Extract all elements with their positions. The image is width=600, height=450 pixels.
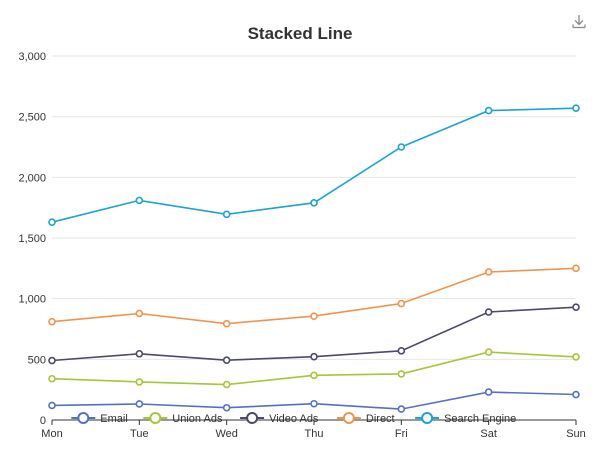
y-tick-label: 1,500 xyxy=(18,233,46,245)
data-point-direct[interactable] xyxy=(484,268,493,276)
data-point-search-engine[interactable] xyxy=(572,104,580,112)
data-point-email[interactable] xyxy=(397,405,406,413)
legend-marker-icon xyxy=(342,412,355,424)
series-direct xyxy=(48,264,580,328)
data-point-direct[interactable] xyxy=(135,309,144,318)
data-point-email[interactable] xyxy=(222,403,231,412)
series-lines xyxy=(48,104,580,413)
legend-label: Video Ads xyxy=(269,413,319,425)
legend-label: Search Engine xyxy=(444,413,516,425)
data-point-search-engine[interactable] xyxy=(48,218,56,227)
download-icon[interactable] xyxy=(572,15,586,29)
data-point-video-ads[interactable] xyxy=(572,303,580,311)
data-point-email[interactable] xyxy=(310,399,318,408)
data-point-direct[interactable] xyxy=(48,317,56,326)
legend-item-union-ads[interactable]: Union Ads xyxy=(143,412,223,425)
x-tick-label: Wed xyxy=(215,428,237,440)
legend-label: Email xyxy=(100,413,128,425)
chart-title: Stacked Line xyxy=(248,24,353,43)
legend-item-email[interactable]: Email xyxy=(71,412,128,425)
data-point-direct[interactable] xyxy=(222,319,231,328)
series-video-ads xyxy=(48,303,580,365)
data-point-email[interactable] xyxy=(135,400,144,408)
data-point-direct[interactable] xyxy=(572,264,580,273)
data-point-direct[interactable] xyxy=(310,312,318,320)
x-tick-label: Sat xyxy=(480,428,497,440)
data-point-union-ads[interactable] xyxy=(484,348,493,356)
legend-marker-icon xyxy=(77,412,90,424)
data-point-video-ads[interactable] xyxy=(222,356,231,364)
data-point-search-engine[interactable] xyxy=(397,143,406,151)
data-point-union-ads[interactable] xyxy=(222,380,231,389)
legend-marker-icon xyxy=(246,412,259,424)
data-point-search-engine[interactable] xyxy=(222,210,231,219)
series-email xyxy=(48,388,580,413)
y-tick-label: 500 xyxy=(28,354,46,366)
data-point-union-ads[interactable] xyxy=(48,374,56,383)
data-point-union-ads[interactable] xyxy=(310,371,318,380)
data-point-search-engine[interactable] xyxy=(310,199,318,207)
data-point-video-ads[interactable] xyxy=(484,308,493,316)
y-tick-label: 3,000 xyxy=(18,51,46,63)
data-point-video-ads[interactable] xyxy=(397,347,406,355)
series-search-engine xyxy=(48,104,580,227)
y-tick-label: 2,000 xyxy=(18,172,46,184)
data-point-video-ads[interactable] xyxy=(310,352,318,361)
legend-label: Direct xyxy=(366,413,395,425)
data-point-union-ads[interactable] xyxy=(572,353,580,361)
data-point-email[interactable] xyxy=(572,390,580,399)
data-point-video-ads[interactable] xyxy=(135,349,144,358)
data-point-direct[interactable] xyxy=(397,299,406,308)
y-axis-ticks: 0 500 1,000 1,500 2,000 2,500 3,000 xyxy=(18,51,46,427)
x-tick-label: Tue xyxy=(130,428,149,440)
legend-item-video-ads[interactable]: Video Ads xyxy=(240,412,319,425)
grid-lines xyxy=(52,55,576,360)
y-tick-label: 1,000 xyxy=(18,294,46,306)
x-tick-label: Thu xyxy=(305,428,324,440)
y-tick-label: 0 xyxy=(40,415,46,427)
series-union-ads xyxy=(48,348,580,389)
x-axis-ticks: Mon Tue Wed Thu Fri Sat Sun xyxy=(41,419,586,440)
x-tick-label: Sun xyxy=(566,428,586,440)
legend-item-search-engine[interactable]: Search Engine xyxy=(415,412,516,425)
legend-marker-icon xyxy=(149,412,162,424)
x-tick-label: Mon xyxy=(41,428,62,440)
data-point-union-ads[interactable] xyxy=(397,370,406,378)
data-point-union-ads[interactable] xyxy=(135,378,144,386)
y-tick-label: 2,500 xyxy=(18,112,46,124)
data-point-video-ads[interactable] xyxy=(48,356,56,365)
legend-marker-icon xyxy=(421,412,434,424)
data-point-email[interactable] xyxy=(484,388,493,396)
data-point-search-engine[interactable] xyxy=(484,106,493,115)
data-point-search-engine[interactable] xyxy=(135,196,144,205)
x-tick-label: Fri xyxy=(395,428,408,440)
data-point-email[interactable] xyxy=(48,401,56,410)
legend[interactable]: Email Union Ads Video Ads Direct Search Engi… xyxy=(71,412,516,425)
legend-item-direct[interactable]: Direct xyxy=(336,412,395,425)
legend-label: Union Ads xyxy=(172,413,223,425)
